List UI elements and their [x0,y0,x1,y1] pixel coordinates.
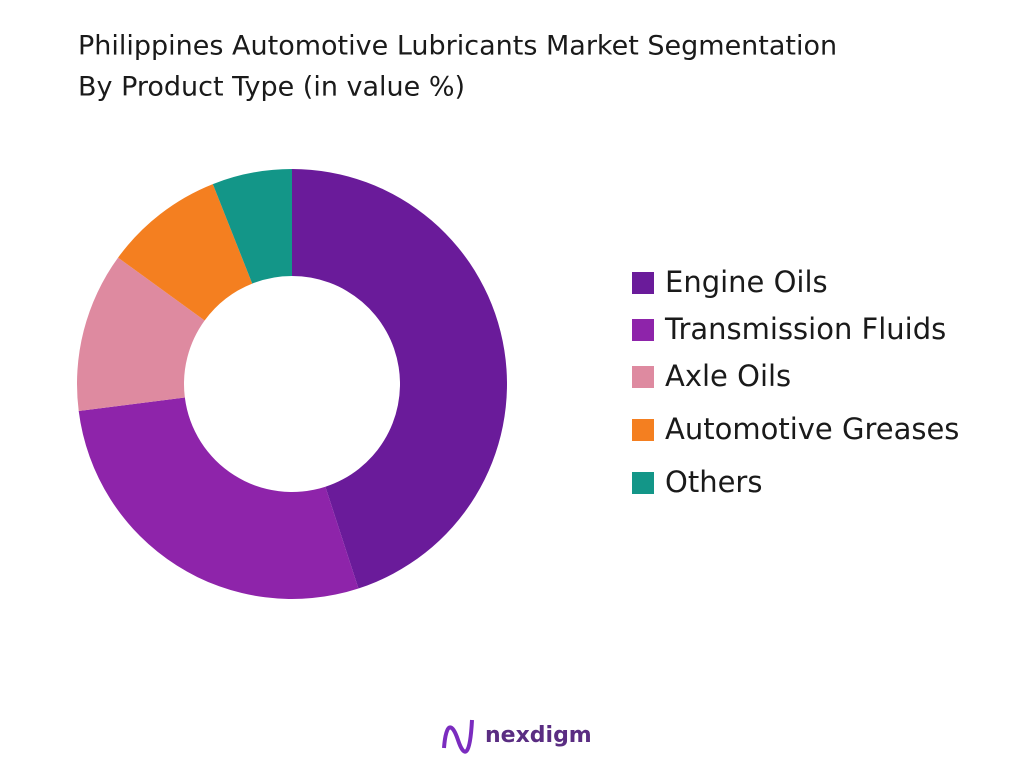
legend-label: Transmission Fluids [664,312,946,346]
chart-subtitle: By Product Type (in value %) [78,72,465,103]
donut-slice [118,184,253,321]
legend-swatch [632,472,654,494]
legend-swatch [632,419,654,441]
donut-slice [292,169,508,589]
legend-label: Engine Oils [665,265,828,299]
brand-name: nexdigm [485,723,592,748]
legend-label: Others [665,465,762,499]
legend-swatch [632,319,654,341]
legend-swatch [632,272,654,294]
legend-label: Automotive Greases [665,412,959,446]
chart-title: Philippines Automotive Lubricants Market… [78,31,837,62]
donut-slice [77,257,205,411]
donut-slice [212,169,292,284]
legend-label: Axle Oils [665,359,791,393]
donut-slice [78,397,359,600]
brand-logo: nexdigm [442,719,592,754]
legend-swatch [632,366,654,388]
logo-icon [442,719,474,754]
